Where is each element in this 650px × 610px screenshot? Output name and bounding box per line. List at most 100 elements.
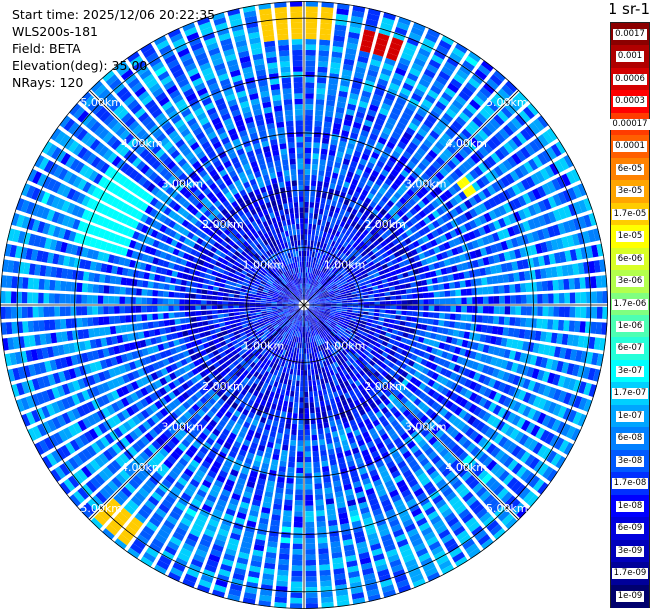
- gate-cell: [306, 342, 309, 349]
- gate-cell: [500, 240, 509, 251]
- gate-cell: [452, 47, 466, 59]
- gate-cell: [255, 309, 262, 313]
- gate-cell: [398, 342, 406, 349]
- gate-cell: [429, 130, 440, 140]
- gate-cell: [563, 320, 570, 332]
- gate-cell: [130, 297, 136, 304]
- gate-cell: [311, 434, 318, 441]
- gate-cell: [217, 309, 223, 314]
- gate-cell: [103, 316, 110, 325]
- gate-cell: [469, 99, 481, 111]
- gate-cell: [580, 291, 587, 304]
- gate-cell: [306, 353, 310, 360]
- gate-cell: [70, 306, 77, 316]
- gate-cell: [314, 202, 320, 209]
- gate-cell: [377, 284, 384, 289]
- gate-cell: [314, 235, 319, 242]
- gate-cell: [365, 74, 377, 83]
- gate-cell: [428, 339, 435, 347]
- gate-cell: [487, 255, 495, 265]
- gate-cell: [336, 301, 342, 304]
- gate-cell: [384, 212, 392, 220]
- gate-cell: [382, 283, 389, 288]
- gate-cell: [425, 361, 433, 369]
- gate-cell: [490, 135, 502, 147]
- gate-cell: [328, 78, 339, 85]
- gate-cell: [340, 294, 347, 297]
- gate-cell: [314, 268, 318, 275]
- gate-cell: [450, 305, 456, 312]
- gate-cell: [367, 250, 374, 257]
- gate-cell: [464, 124, 476, 136]
- gate-cell: [305, 87, 314, 94]
- gate-cell: [488, 296, 494, 304]
- gate-cell: [333, 167, 340, 174]
- gate-cell: [370, 327, 377, 332]
- gate-cell: [287, 467, 295, 473]
- gate-cell: [298, 424, 304, 430]
- gate-cell: [370, 254, 377, 261]
- gate-cell: [397, 173, 406, 183]
- gate-cell: [323, 121, 332, 128]
- gate-cell: [130, 314, 137, 323]
- gate-cell: [349, 92, 359, 101]
- gate-cell: [493, 69, 506, 82]
- gate-cell: [372, 216, 380, 224]
- gate-cell: [339, 246, 346, 253]
- gate-cell: [432, 80, 445, 91]
- gate-cell: [114, 296, 120, 304]
- gate-cell: [485, 121, 497, 134]
- gate-cell: [328, 453, 336, 461]
- gate-cell: [319, 259, 324, 266]
- gate-cell: [386, 249, 393, 256]
- gate-cell: [534, 269, 542, 280]
- gate-cell: [294, 511, 303, 517]
- gate-cell: [583, 399, 593, 413]
- gate-cell: [371, 151, 380, 160]
- gate-cell: [332, 46, 344, 53]
- gate-cell: [561, 265, 569, 277]
- gate-cell: [351, 291, 357, 295]
- gate-cell: [312, 268, 316, 274]
- gate-cell: [397, 330, 404, 337]
- gate-cell: [323, 292, 329, 296]
- gate-cell: [318, 433, 325, 440]
- gate-cell: [391, 77, 402, 87]
- gate-cell: [592, 228, 601, 242]
- gate-cell: [531, 230, 540, 242]
- gate-cell: [305, 581, 318, 588]
- gate-cell: [304, 180, 310, 186]
- gate-cell: [478, 226, 486, 236]
- gate-cell: [557, 319, 565, 331]
- gate-cell: [295, 494, 303, 501]
- gate-cell: [354, 251, 361, 258]
- gate-cell: [338, 320, 344, 325]
- gate-cell: [279, 394, 285, 401]
- gate-cell: [291, 570, 303, 577]
- gate-cell: [305, 597, 318, 604]
- gate-cell: [141, 306, 147, 313]
- gate-cell: [446, 352, 454, 361]
- gate-cell: [347, 325, 354, 330]
- gate-cell: [481, 364, 490, 374]
- gate-cell: [558, 390, 567, 403]
- gate-cell: [305, 71, 315, 78]
- gate-cell: [473, 228, 481, 238]
- gate-cell: [309, 396, 314, 403]
- gate-cell: [420, 358, 428, 366]
- gate-cell: [577, 335, 585, 348]
- gate-cell: [527, 218, 536, 230]
- gate-cell: [351, 294, 358, 298]
- gate-cell: [308, 284, 311, 290]
- gate-cell: [305, 500, 314, 506]
- gate-cell: [355, 319, 362, 324]
- gate-cell: [290, 434, 297, 441]
- gate-cell: [464, 378, 473, 388]
- gate-cell: [324, 226, 329, 233]
- gate-cell: [377, 220, 385, 228]
- gate-cell: [476, 363, 485, 372]
- gate-cell: [438, 358, 446, 366]
- gate-cell: [477, 129, 489, 141]
- gate-cell: [328, 392, 334, 400]
- gate-cell: [365, 217, 372, 225]
